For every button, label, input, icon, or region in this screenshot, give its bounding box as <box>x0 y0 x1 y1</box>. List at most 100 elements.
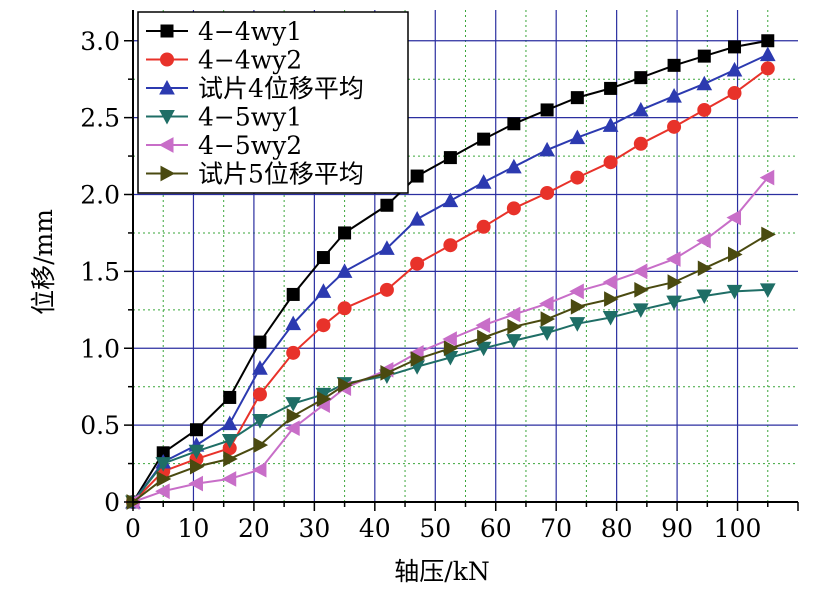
data-point <box>697 260 713 277</box>
legend-marker <box>160 24 174 38</box>
legend-item: 4−4wy1 <box>146 17 302 46</box>
series-layer <box>124 34 776 511</box>
data-point <box>443 238 458 253</box>
series-6 <box>126 226 776 510</box>
data-point <box>666 88 682 103</box>
data-point <box>507 318 522 335</box>
data-point <box>603 155 618 170</box>
x-tick-label: 70 <box>540 514 572 543</box>
legend-item: 4−5wy2 <box>146 131 302 160</box>
data-point <box>728 40 742 54</box>
data-point <box>505 306 521 323</box>
data-point <box>189 458 205 475</box>
data-point <box>506 334 522 349</box>
data-point <box>697 49 711 63</box>
x-tick-label: 0 <box>125 514 141 543</box>
data-point <box>223 390 237 404</box>
data-point <box>286 345 301 360</box>
legend-item: 试片5位移平均 <box>146 160 364 189</box>
data-point <box>380 365 395 381</box>
data-point <box>285 397 302 412</box>
data-point <box>726 209 742 226</box>
data-point <box>539 141 555 157</box>
y-tick-label: 2.5 <box>80 104 120 133</box>
legend-item: 4−4wy2 <box>146 46 302 75</box>
data-point <box>380 198 394 212</box>
series-1 <box>126 34 775 509</box>
data-point <box>666 251 681 267</box>
data-point <box>286 287 300 301</box>
data-point <box>602 311 619 326</box>
y-tick-label: 1.5 <box>80 257 120 286</box>
data-point <box>379 240 395 255</box>
x-tick-label: 30 <box>298 514 330 543</box>
data-point <box>540 185 555 200</box>
legend-label: 试片5位移平均 <box>198 160 364 189</box>
data-point <box>539 295 554 312</box>
x-tick-label: 90 <box>661 514 693 543</box>
data-point <box>667 119 682 134</box>
axes: 0 10 20 30 40 50 60 70 80 90 100 0 0.5 1.0 1.5 2.0 2.5 3.… <box>80 10 799 543</box>
data-point <box>696 75 713 91</box>
data-point <box>338 377 353 393</box>
legend-marker <box>160 52 174 67</box>
data-point <box>760 61 775 76</box>
data-point <box>540 311 556 327</box>
data-point <box>570 91 584 105</box>
legend-box <box>137 11 409 194</box>
data-point <box>475 341 492 357</box>
data-point <box>188 475 203 492</box>
x-tick-label: 40 <box>359 514 391 543</box>
data-point <box>221 471 237 487</box>
data-point <box>477 132 491 146</box>
data-point <box>252 387 267 402</box>
series-5 <box>124 169 775 510</box>
data-point <box>442 192 459 208</box>
data-point <box>761 34 775 48</box>
data-point <box>759 46 776 62</box>
data-point <box>602 274 618 290</box>
y-tick-label: 2.0 <box>80 181 120 210</box>
data-point <box>632 263 648 280</box>
data-point <box>285 315 302 331</box>
data-point <box>759 169 775 186</box>
data-point <box>315 283 332 298</box>
data-point <box>188 444 205 460</box>
data-point <box>602 117 619 132</box>
data-point <box>728 246 743 263</box>
y-tick-label: 3.0 <box>80 27 120 56</box>
data-point <box>507 117 521 131</box>
data-point <box>696 289 713 305</box>
data-point <box>410 169 424 183</box>
data-point <box>221 415 238 431</box>
data-point <box>410 351 426 367</box>
data-point <box>666 295 682 311</box>
data-point <box>155 483 170 500</box>
legend-marker <box>159 110 175 125</box>
data-point <box>570 298 586 315</box>
data-point <box>726 284 743 300</box>
y-tick-label: 0 <box>104 488 120 517</box>
data-point <box>506 201 521 216</box>
x-tick-label: 50 <box>419 514 451 543</box>
legend-marker <box>158 137 174 153</box>
data-point <box>252 360 268 375</box>
data-point <box>286 408 302 424</box>
data-point <box>221 434 238 449</box>
data-point <box>632 101 649 117</box>
data-point <box>443 340 459 357</box>
data-point <box>569 317 586 332</box>
data-point <box>379 282 394 297</box>
data-point <box>604 81 618 95</box>
data-point <box>251 461 267 478</box>
data-point <box>634 71 648 85</box>
data-point <box>506 158 522 174</box>
x-tick-label: 80 <box>601 514 633 543</box>
y-tick-label: 0.5 <box>80 411 120 440</box>
data-point <box>442 331 457 347</box>
legend-label: 4−4wy2 <box>198 46 302 75</box>
data-point <box>569 283 584 300</box>
data-point <box>189 423 203 437</box>
data-point <box>285 420 300 437</box>
x-axis-title: 轴压/kN <box>394 557 489 586</box>
